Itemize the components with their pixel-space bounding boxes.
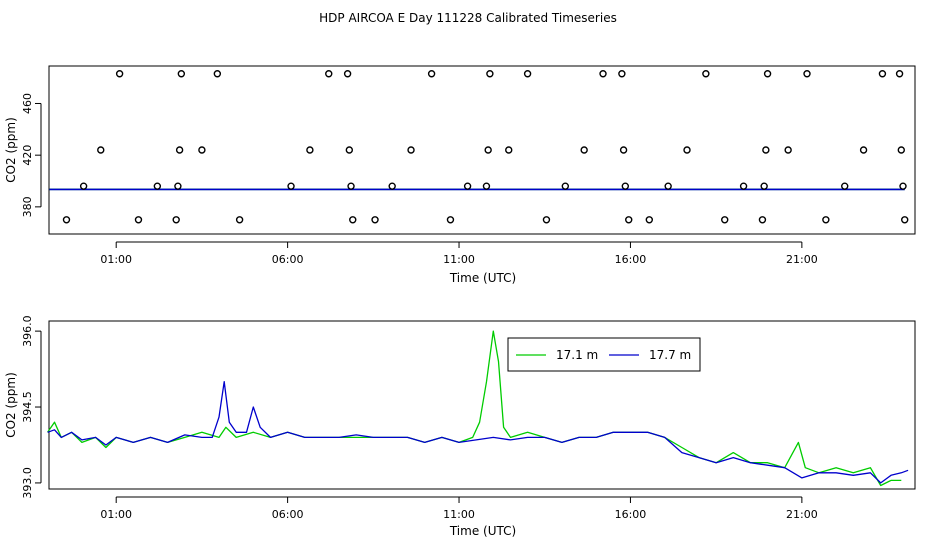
- top-outlier-point: [645, 216, 654, 224]
- top-outlier-point: [758, 216, 767, 224]
- top-outlier-point: [505, 146, 513, 154]
- top-outlier-point: [901, 216, 909, 224]
- bottom-x-tick-label: 06:00: [272, 508, 304, 521]
- top-outlier-point: [153, 182, 162, 190]
- top-outlier-point: [721, 216, 729, 224]
- top-outlier-point: [486, 70, 494, 78]
- top-outlier-point: [803, 70, 811, 78]
- top-outlier-point: [198, 146, 206, 154]
- top-outlier-point: [115, 70, 124, 78]
- top-outlier-points: [62, 70, 909, 224]
- top-outlier-point: [174, 182, 182, 190]
- top-outlier-point: [683, 146, 691, 154]
- top-x-tick-label: 01:00: [100, 253, 132, 266]
- top-outlier-point: [523, 70, 532, 78]
- bottom-x-tick-label: 21:00: [786, 508, 818, 521]
- bottom-series: [47, 330, 909, 487]
- top-outlier-point: [347, 182, 355, 190]
- top-outlier-point: [760, 182, 768, 190]
- top-y-tick-label: 460: [21, 93, 34, 114]
- top-outlier-point: [463, 182, 472, 190]
- top-outlier-point: [175, 146, 184, 154]
- top-outlier-point: [841, 182, 849, 190]
- top-outlier-point: [542, 216, 551, 224]
- bottom-y-axis-label: CO2 (ppm): [4, 372, 18, 438]
- top-x-ticks: 01:00 06:00 11:00 16:00 21:00: [100, 241, 818, 266]
- top-outlier-point: [762, 146, 770, 154]
- top-outlier-point: [446, 216, 455, 224]
- bottom-x-ticks: 01:00 06:00 11:00 16:00 21:00: [100, 496, 818, 521]
- top-outlier-point: [702, 70, 710, 78]
- bottom-y-tick-label: 396.0: [21, 315, 34, 347]
- bottom-x-tick-label: 16:00: [615, 508, 647, 521]
- top-outlier-point: [371, 216, 379, 224]
- top-outlier-point: [739, 182, 748, 190]
- top-outlier-point: [878, 70, 887, 78]
- bottom-y-tick-label: 393.0: [21, 467, 34, 499]
- bottom-plot-frame: [48, 320, 916, 490]
- top-outlier-point: [172, 216, 180, 224]
- top-plot-frame: [48, 65, 916, 235]
- top-outlier-point: [763, 70, 772, 78]
- legend: 17.1 m 17.7 m: [507, 337, 701, 372]
- top-x-tick-label: 11:00: [443, 253, 475, 266]
- top-outlier-point: [561, 182, 570, 190]
- top-outlier-point: [213, 70, 222, 78]
- top-outlier-point: [287, 182, 295, 190]
- top-outlier-point: [349, 216, 357, 224]
- top-outlier-point: [235, 216, 244, 224]
- top-x-axis-label: Time (UTC): [449, 271, 516, 285]
- top-outlier-point: [664, 182, 672, 190]
- top-outlier-point: [79, 182, 88, 190]
- top-x-tick-label: 21:00: [786, 253, 818, 266]
- top-y-tick-label: 380: [21, 196, 34, 217]
- top-outlier-point: [427, 70, 436, 78]
- top-outlier-point: [62, 216, 71, 224]
- bottom-x-axis-label: Time (UTC): [449, 524, 516, 538]
- top-outlier-point: [619, 146, 628, 154]
- top-outlier-point: [388, 182, 396, 190]
- top-outlier-point: [407, 146, 415, 154]
- bottom-series-line-1: [47, 330, 902, 487]
- top-outlier-point: [134, 216, 143, 224]
- bottom-x-tick-label: 11:00: [443, 508, 475, 521]
- top-outlier-point: [897, 146, 905, 154]
- top-outlier-point: [177, 70, 186, 78]
- top-outlier-point: [859, 146, 868, 154]
- bottom-panel: 01:00 06:00 11:00 16:00 21:00 393.0 394.5 396.…: [4, 315, 916, 538]
- legend-label-series-1: 17.1 m: [556, 348, 598, 362]
- top-outlier-point: [599, 70, 607, 78]
- bottom-y-tick-label: 394.5: [21, 391, 34, 423]
- bottom-x-tick-label: 01:00: [100, 508, 132, 521]
- top-outlier-point: [343, 70, 352, 78]
- top-outlier-point: [899, 182, 907, 190]
- top-outlier-point: [484, 146, 492, 154]
- top-outlier-point: [895, 70, 904, 78]
- bottom-y-ticks: 393.0 394.5 396.0: [21, 315, 42, 499]
- top-outlier-point: [325, 70, 333, 78]
- top-outlier-point: [784, 146, 792, 154]
- top-outlier-point: [306, 146, 314, 154]
- top-outlier-point: [345, 146, 354, 154]
- top-outlier-point: [97, 146, 105, 154]
- top-outlier-point: [621, 182, 630, 190]
- bottom-series-line-2: [47, 381, 909, 484]
- top-y-axis-label: CO2 (ppm): [4, 117, 18, 183]
- legend-label-series-2: 17.7 m: [649, 348, 691, 362]
- top-outlier-point: [618, 70, 626, 78]
- top-outlier-point: [625, 216, 633, 224]
- top-x-tick-label: 06:00: [272, 253, 304, 266]
- top-outlier-point: [822, 216, 830, 224]
- top-y-tick-label: 420: [21, 145, 34, 166]
- top-panel: 01:00 06:00 11:00 16:00 21:00 380 420 460 Time…: [4, 65, 916, 285]
- top-x-tick-label: 16:00: [615, 253, 647, 266]
- top-outlier-point: [482, 182, 491, 190]
- figure-title: HDP AIRCOA E Day 111228 Calibrated Times…: [319, 11, 617, 25]
- top-outlier-point: [580, 146, 588, 154]
- top-y-ticks: 380 420 460: [21, 93, 42, 217]
